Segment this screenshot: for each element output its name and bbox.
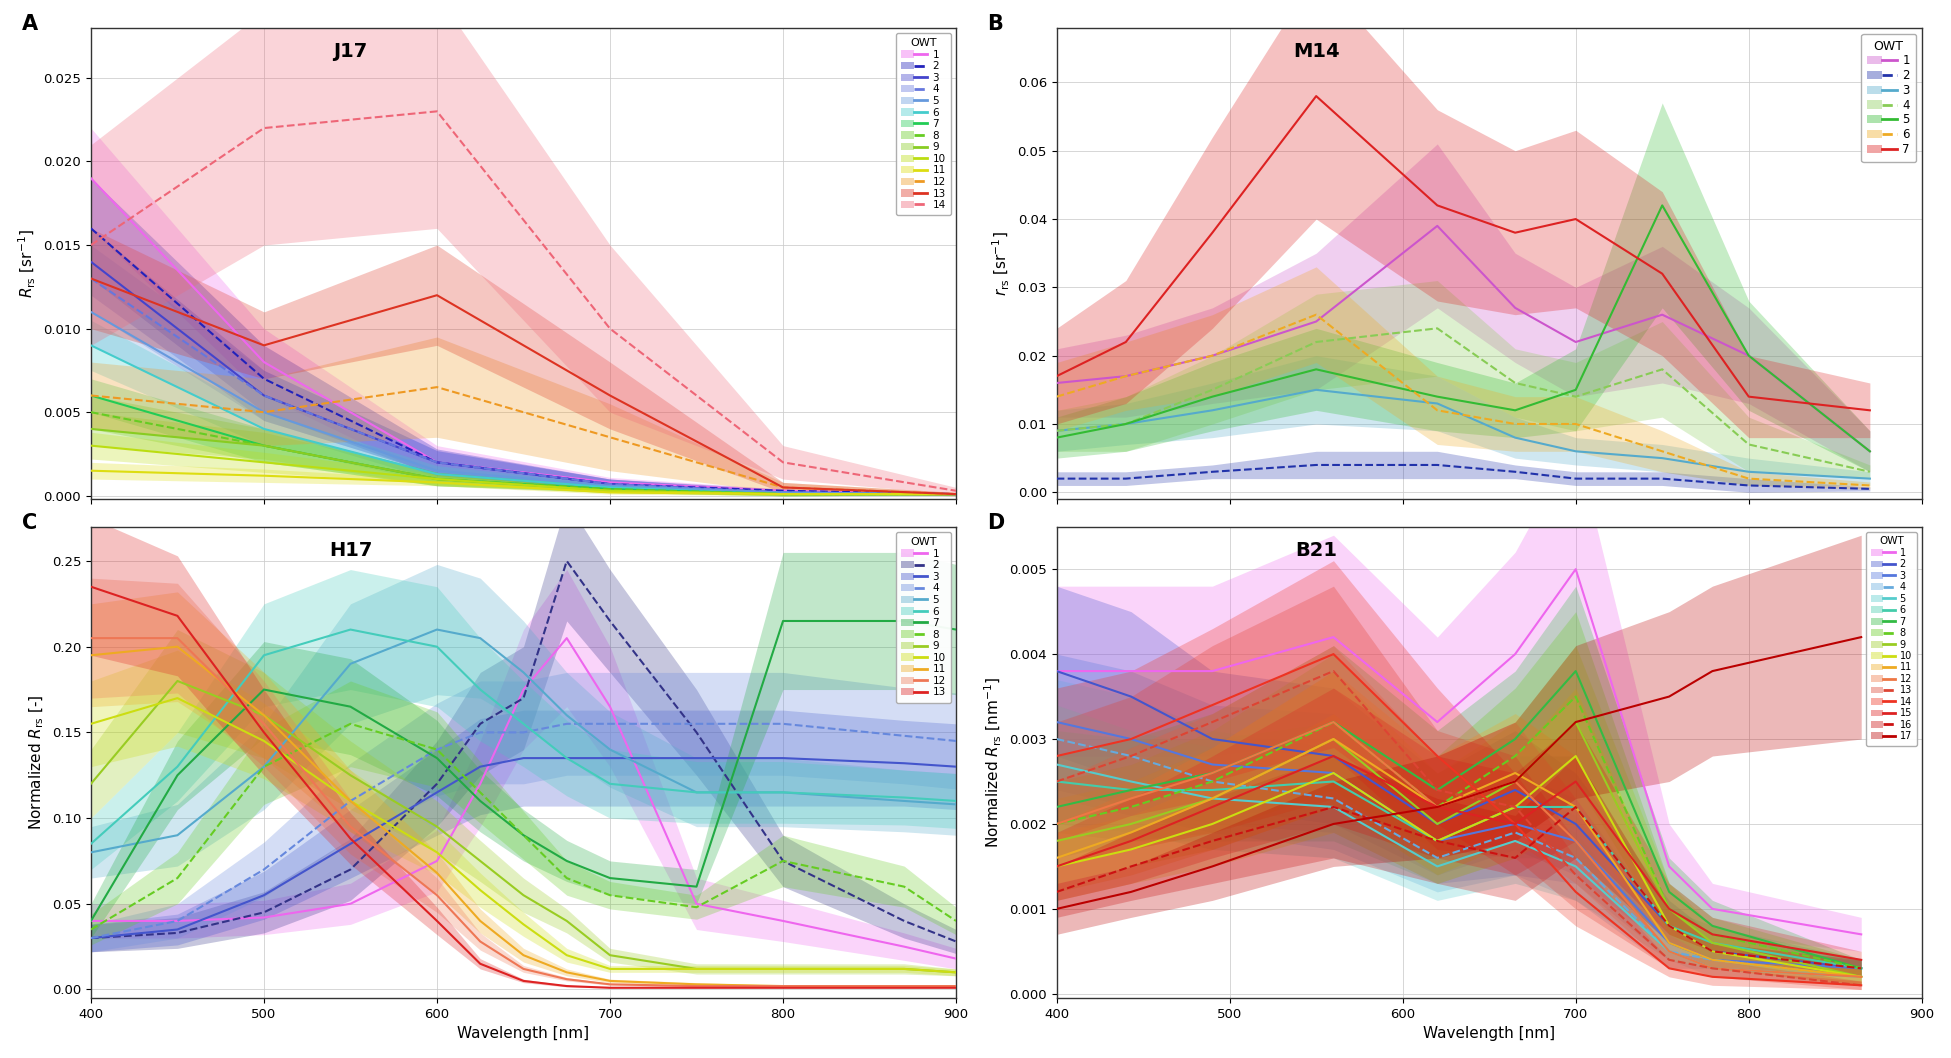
Legend: 1, 2, 3, 4, 5, 6, 7: 1, 2, 3, 4, 5, 6, 7 <box>1861 34 1916 162</box>
Text: J17: J17 <box>334 42 367 61</box>
X-axis label: Wavelength [nm]: Wavelength [nm] <box>1422 1026 1555 1041</box>
X-axis label: Wavelength [nm]: Wavelength [nm] <box>457 1026 589 1041</box>
Text: B21: B21 <box>1295 541 1336 560</box>
Y-axis label: $r_\mathrm{rs}$ [sr$^{-1}$]: $r_\mathrm{rs}$ [sr$^{-1}$] <box>991 231 1013 296</box>
Legend: 1, 2, 3, 4, 5, 6, 7, 8, 9, 10, 11, 12, 13, 14: 1, 2, 3, 4, 5, 6, 7, 8, 9, 10, 11, 12, 1… <box>896 33 950 215</box>
Legend: 1, 2, 3, 4, 5, 6, 7, 8, 9, 10, 11, 12, 13: 1, 2, 3, 4, 5, 6, 7, 8, 9, 10, 11, 12, 1… <box>896 532 950 703</box>
Text: M14: M14 <box>1294 42 1340 61</box>
Y-axis label: Normalized $R_\mathrm{rs}$ [-]: Normalized $R_\mathrm{rs}$ [-] <box>27 695 47 831</box>
Text: A: A <box>21 14 37 34</box>
Legend: 1, 2, 3, 4, 5, 6, 7, 8, 9, 10, 11, 12, 13, 14, 15, 16, 17: 1, 2, 3, 4, 5, 6, 7, 8, 9, 10, 11, 12, 1… <box>1865 531 1918 746</box>
Text: H17: H17 <box>330 541 373 560</box>
Text: D: D <box>987 512 1005 532</box>
Text: C: C <box>21 512 37 532</box>
Text: B: B <box>987 14 1003 34</box>
Y-axis label: Normalized $R_\mathrm{rs}$ [nm$^{-1}$]: Normalized $R_\mathrm{rs}$ [nm$^{-1}$] <box>983 677 1003 847</box>
Y-axis label: $R_\mathrm{rs}$ [sr$^{-1}$]: $R_\mathrm{rs}$ [sr$^{-1}$] <box>18 229 37 298</box>
